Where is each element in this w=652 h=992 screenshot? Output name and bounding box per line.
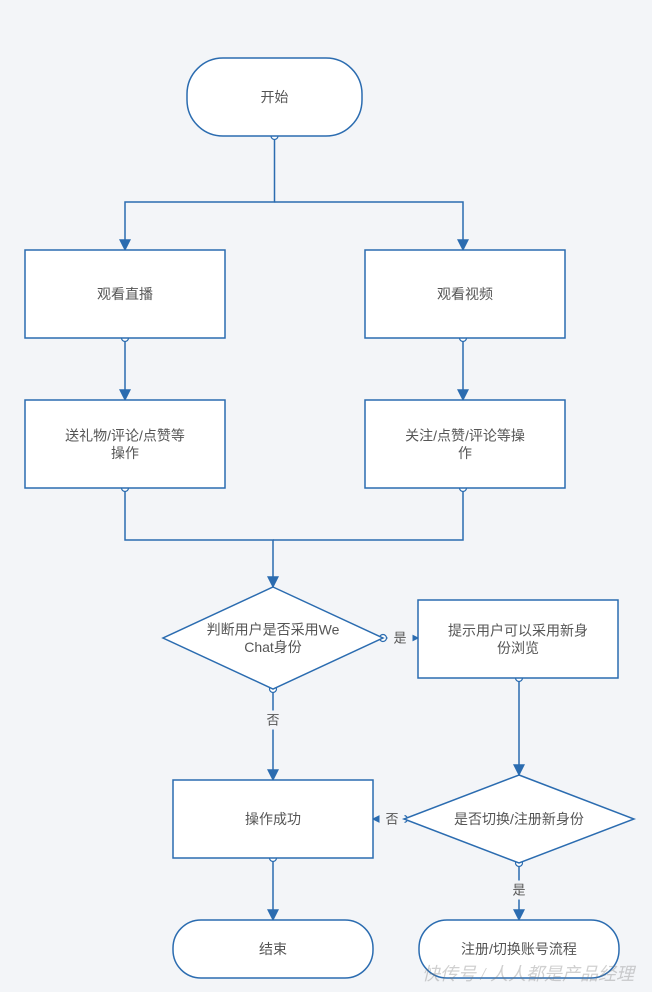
node-opsA: 送礼物/评论/点赞等操作 [25, 400, 225, 488]
node-label: 操作成功 [245, 811, 301, 827]
node-watchVid: 观看视频 [365, 250, 565, 338]
edge-label: 否 [385, 811, 398, 826]
node-decSwitch: 是否切换/注册新身份 [404, 775, 634, 863]
edge-label: 是 [393, 630, 406, 645]
node-label: 开始 [261, 89, 289, 105]
edge-label: 否 [266, 712, 279, 727]
edge-4 [125, 488, 273, 587]
node-decWeChat: 判断用户是否采用WeChat身份 [163, 587, 383, 689]
edge-1 [275, 202, 464, 250]
edge-0 [125, 136, 275, 250]
edge-5 [273, 488, 463, 540]
node-label: 观看视频 [437, 286, 493, 302]
node-hintNew: 提示用户可以采用新身份浏览 [418, 600, 618, 678]
flowchart-canvas: 是否否是开始观看直播观看视频送礼物/评论/点赞等操作关注/点赞/评论等操作判断用… [0, 0, 652, 992]
node-end: 结束 [173, 920, 373, 978]
node-label: 观看直播 [97, 286, 153, 302]
edge-label: 是 [512, 882, 525, 897]
node-success: 操作成功 [173, 780, 373, 858]
node-reg: 注册/切换账号流程 [419, 920, 619, 978]
nodes-layer: 开始观看直播 观看视频送礼物/评论/点赞等操作 关注/点赞/评论等操作判断用户是否采… [25, 58, 634, 978]
node-label: 是否切换/注册新身份 [454, 811, 584, 827]
node-opsB: 关注/点赞/评论等操作 [365, 400, 565, 488]
node-label: 注册/切换账号流程 [461, 941, 577, 957]
node-label: 结束 [259, 941, 287, 957]
node-start: 开始 [187, 58, 362, 136]
node-watchLive: 观看直播 [25, 250, 225, 338]
